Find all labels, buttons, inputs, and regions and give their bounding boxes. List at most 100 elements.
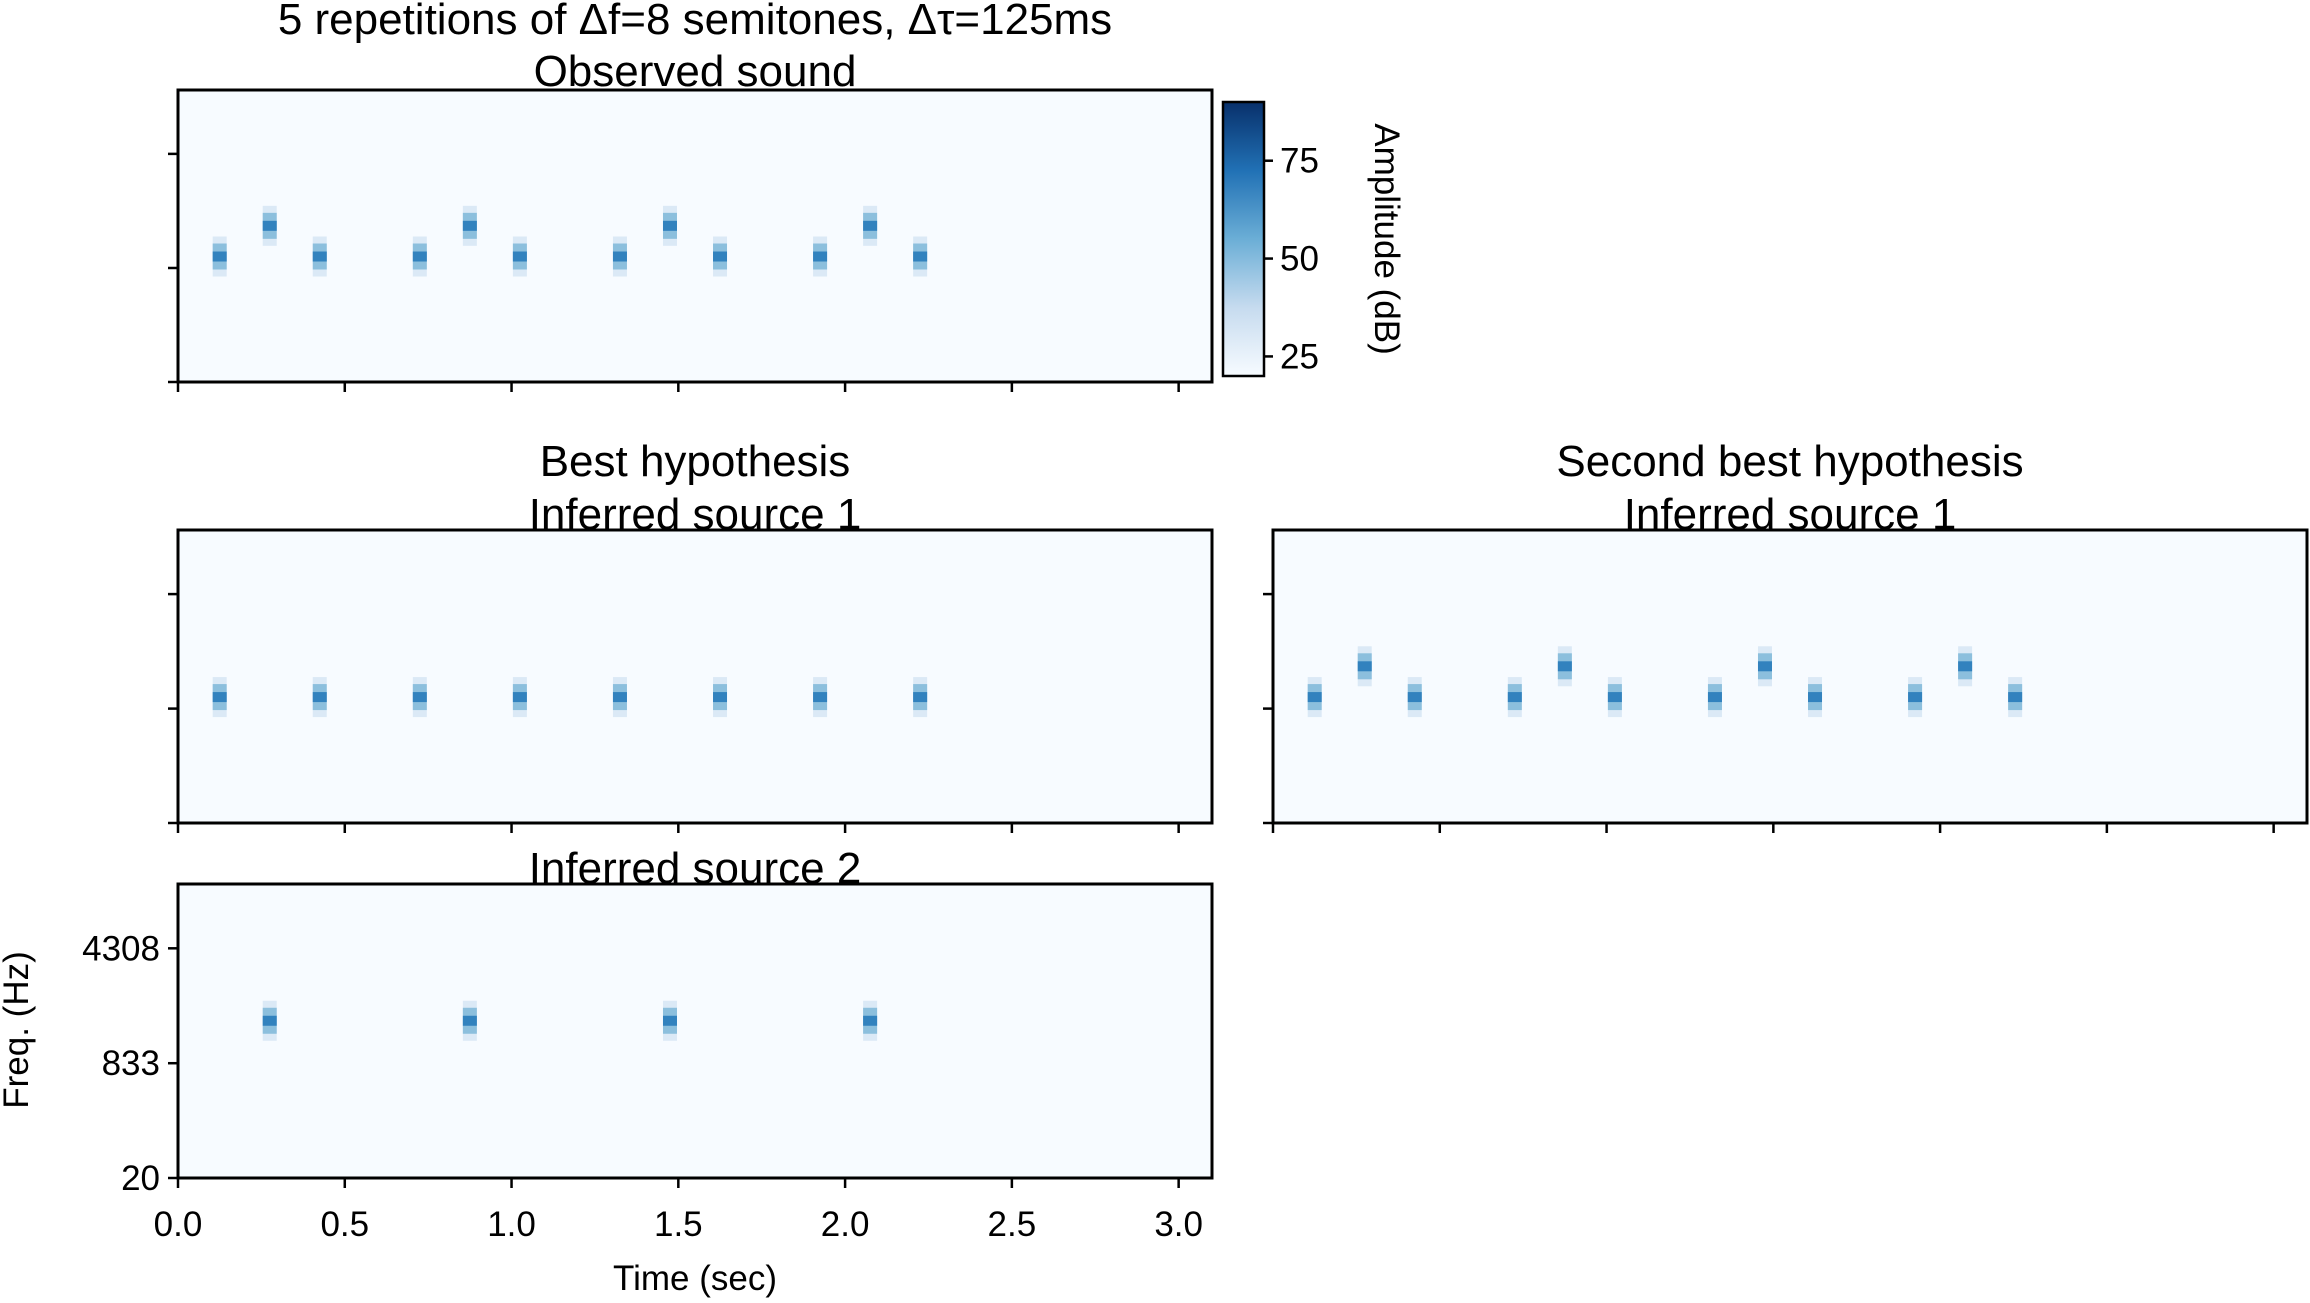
tone-mark — [462, 205, 477, 246]
tone-mark — [713, 677, 728, 718]
tone-mark — [212, 677, 227, 718]
plot-background — [178, 90, 1212, 382]
tone-mark — [813, 236, 828, 277]
tone-core — [312, 692, 327, 703]
tone-mark — [662, 205, 677, 246]
tone-mark — [1307, 677, 1322, 718]
tone-mark — [1757, 646, 1772, 687]
tone-core — [1557, 661, 1572, 672]
tone-core — [713, 251, 728, 262]
tone-mark — [412, 236, 427, 277]
tone-mark — [262, 205, 277, 246]
x-tick-label: 1.0 — [487, 1205, 536, 1244]
axes-frame — [176, 88, 1214, 384]
tone-mark — [462, 1000, 477, 1041]
x-tick-label: 0.5 — [320, 1205, 369, 1244]
tone-mark — [863, 205, 878, 246]
colorbar-tick-label: 50 — [1280, 240, 1319, 279]
tone-mark — [1707, 677, 1722, 718]
tone-mark — [512, 236, 527, 277]
tone-mark — [1357, 646, 1372, 687]
tone-core — [1908, 692, 1923, 703]
panel-second-best-source-1 — [1263, 528, 2309, 833]
tone-core — [913, 251, 928, 262]
axes-frame — [1271, 528, 2309, 825]
tone-mark — [1407, 677, 1422, 718]
colorbar: 25 50 75 — [1221, 100, 1319, 378]
tone-core — [212, 251, 227, 262]
tone-core — [1808, 692, 1823, 703]
tone-core — [1757, 661, 1772, 672]
tone-core — [512, 251, 527, 262]
tone-core — [1707, 692, 1722, 703]
colorbar-label: Amplitude (dB) — [1367, 123, 1406, 354]
tone-core — [1507, 692, 1522, 703]
tone-core — [262, 220, 277, 231]
tone-mark — [913, 677, 928, 718]
tone-core — [863, 1015, 878, 1026]
tone-core — [512, 692, 527, 703]
panel-best-source-1 — [168, 528, 1214, 833]
tone-core — [1357, 661, 1372, 672]
tone-core — [863, 220, 878, 231]
tone-core — [813, 251, 828, 262]
tone-mark — [1557, 646, 1572, 687]
tone-mark — [612, 677, 627, 718]
tone-core — [1958, 661, 1973, 672]
tone-mark — [2008, 677, 2023, 718]
x-tick-label: 1.5 — [654, 1205, 703, 1244]
y-tick-label: 20 — [121, 1159, 160, 1198]
tone-mark — [1808, 677, 1823, 718]
tone-core — [612, 692, 627, 703]
panel-observed — [168, 88, 1214, 392]
colorbar-tick-label: 75 — [1280, 142, 1319, 181]
tone-mark — [1908, 677, 1923, 718]
tone-mark — [913, 236, 928, 277]
tone-core — [312, 251, 327, 262]
colorbar-tick-label: 25 — [1280, 337, 1319, 376]
x-tick-label: 0.0 — [154, 1205, 203, 1244]
tone-mark — [863, 1000, 878, 1041]
plot-background — [1273, 530, 2307, 823]
tone-mark — [1507, 677, 1522, 718]
tone-mark — [1607, 677, 1622, 718]
x-tick-label: 3.0 — [1154, 1205, 1203, 1244]
plot-background — [178, 530, 1212, 823]
plot-background — [178, 884, 1212, 1178]
figure-title: 5 repetitions of Δf=8 semitones, Δτ=125m… — [278, 0, 1112, 44]
tone-mark — [662, 1000, 677, 1041]
tone-core — [1407, 692, 1422, 703]
x-tick-label: 2.5 — [988, 1205, 1037, 1244]
tone-core — [1307, 692, 1322, 703]
x-tick-label: 2.0 — [821, 1205, 870, 1244]
y-axis-label: Freq. (Hz) — [0, 951, 36, 1109]
tone-mark — [262, 1000, 277, 1041]
observed-title: Observed sound — [534, 47, 857, 96]
axes-frame — [176, 882, 1214, 1180]
y-tick-label: 833 — [102, 1044, 160, 1083]
x-axis-label: Time (sec) — [613, 1259, 777, 1298]
second-best-hypothesis-header: Second best hypothesis — [1556, 437, 2023, 486]
tone-mark — [512, 677, 527, 718]
tone-mark — [713, 236, 728, 277]
tone-core — [212, 692, 227, 703]
tone-mark — [1958, 646, 1973, 687]
tone-mark — [612, 236, 627, 277]
colorbar-gradient — [1221, 100, 1266, 378]
tone-core — [2008, 692, 2023, 703]
tone-mark — [312, 677, 327, 718]
tone-core — [813, 692, 828, 703]
tone-core — [412, 692, 427, 703]
tone-core — [412, 251, 427, 262]
axes-frame — [176, 528, 1214, 825]
tone-mark — [412, 677, 427, 718]
tone-core — [462, 1015, 477, 1026]
tone-core — [662, 1015, 677, 1026]
tone-core — [1607, 692, 1622, 703]
tone-core — [262, 1015, 277, 1026]
tone-core — [713, 692, 728, 703]
tone-core — [662, 220, 677, 231]
tone-mark — [212, 236, 227, 277]
best-hypothesis-header: Best hypothesis — [540, 437, 851, 486]
tone-core — [612, 251, 627, 262]
